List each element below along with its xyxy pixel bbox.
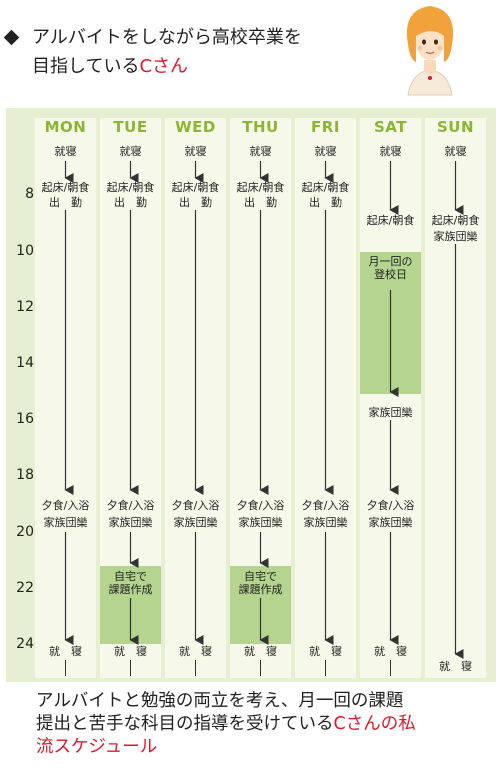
label-wake-breakfast: 起床/朝食 (106, 181, 155, 194)
label-sleep: 就 寝 (114, 645, 147, 658)
label-sleep: 就寝 (119, 145, 142, 158)
label-homework: 自宅で (244, 570, 277, 583)
hour-label: 22 (16, 580, 34, 596)
label-wake-breakfast: 起床/朝食 (41, 181, 90, 194)
footer-line1: アルバイトと勉強の両立を考え、月一回の課題 (36, 691, 404, 711)
day-header-sun: SUN (436, 118, 475, 136)
label-dinner-bath: 夕食/入浴 (171, 499, 220, 512)
hour-label: 24 (16, 636, 34, 652)
header: アルバイトをしながら高校卒業を 目指しているCさん (0, 0, 500, 100)
label-dinner-bath: 夕食/入浴 (301, 499, 350, 512)
label-homework: 課題作成 (238, 583, 283, 596)
label-sleep: 就 寝 (49, 645, 82, 658)
day-header-thu: THU (242, 118, 279, 136)
footer-line3: 流スケジュール (36, 737, 158, 757)
label-wake-breakfast: 起床/朝食 (431, 214, 480, 227)
label-sleep: 就寝 (249, 145, 272, 158)
day-header-mon: MON (44, 118, 87, 136)
label-commute: 出 勤 (309, 196, 342, 209)
header-title-line1: アルバイトをしながら高校卒業を (32, 27, 302, 48)
hour-label: 10 (16, 243, 34, 259)
footer-line2: 提出と苦手な科目の指導を受けているCさんの私 (36, 713, 416, 736)
label-dinner-bath: 夕食/入浴 (41, 499, 90, 512)
label-wake-breakfast: 起床/朝食 (236, 181, 285, 194)
hour-label: 8 (25, 186, 34, 202)
footer-line2-highlight: Cさんの私 (333, 714, 416, 734)
label-family-time: 家族団欒 (238, 516, 283, 529)
label-dinner-bath: 夕食/入浴 (106, 499, 155, 512)
label-commute: 出 勤 (244, 196, 277, 209)
header-title-prefix: 目指している (32, 56, 140, 77)
label-sleep: 就 寝 (244, 645, 277, 658)
label-wake-breakfast: 起床/朝食 (301, 181, 350, 194)
label-family-time: 家族団欒 (173, 516, 218, 529)
label-dinner-bath: 夕食/入浴 (366, 499, 415, 512)
label-homework: 自宅で (114, 570, 147, 583)
label-wake-breakfast: 起床/朝食 (366, 214, 415, 227)
label-sleep: 就 寝 (439, 660, 472, 673)
label-family-time: 家族団欒 (433, 230, 478, 243)
hour-label: 12 (16, 299, 34, 315)
label-family-time: 家族団欒 (368, 406, 413, 419)
label-homework: 課題作成 (108, 583, 153, 596)
footer-caption: アルバイトと勉強の両立を考え、月一回の課題 提出と苦手な科目の指導を受けているC… (36, 690, 416, 759)
hour-label: 14 (16, 355, 34, 371)
label-wake-breakfast: 起床/朝食 (171, 181, 220, 194)
header-title-line2: 目指しているCさん (32, 55, 188, 79)
woman-avatar-icon (406, 6, 454, 96)
hour-label: 18 (16, 467, 34, 483)
hour-label: 16 (16, 411, 34, 427)
label-family-time: 家族団欒 (303, 516, 348, 529)
label-commute: 出 勤 (179, 196, 212, 209)
label-school-day: 登校日 (374, 268, 407, 281)
label-school-day: 月一回の (368, 255, 413, 268)
label-sleep: 就寝 (444, 145, 467, 158)
label-sleep: 就寝 (54, 145, 77, 158)
label-family-time: 家族団欒 (368, 516, 413, 529)
label-sleep: 就 寝 (179, 645, 212, 658)
header-person-name: Cさん (139, 56, 189, 77)
footer-line2-text: 提出と苦手な科目の指導を受けている (36, 714, 334, 734)
label-sleep: 就 寝 (309, 645, 342, 658)
label-sleep: 就 寝 (374, 645, 407, 658)
day-header-wed: WED (175, 118, 216, 136)
label-sleep: 就寝 (314, 145, 337, 158)
label-family-time: 家族団欒 (43, 516, 88, 529)
label-commute: 出 勤 (114, 196, 147, 209)
day-header-fri: FRI (311, 118, 340, 136)
label-dinner-bath: 夕食/入浴 (236, 499, 285, 512)
label-sleep: 就寝 (379, 145, 402, 158)
day-header-sat: SAT (374, 118, 407, 136)
label-commute: 出 勤 (49, 196, 82, 209)
day-header-tue: TUE (113, 118, 148, 136)
label-sleep: 就寝 (184, 145, 207, 158)
label-family-time: 家族団欒 (108, 516, 153, 529)
hour-label: 20 (16, 524, 34, 540)
